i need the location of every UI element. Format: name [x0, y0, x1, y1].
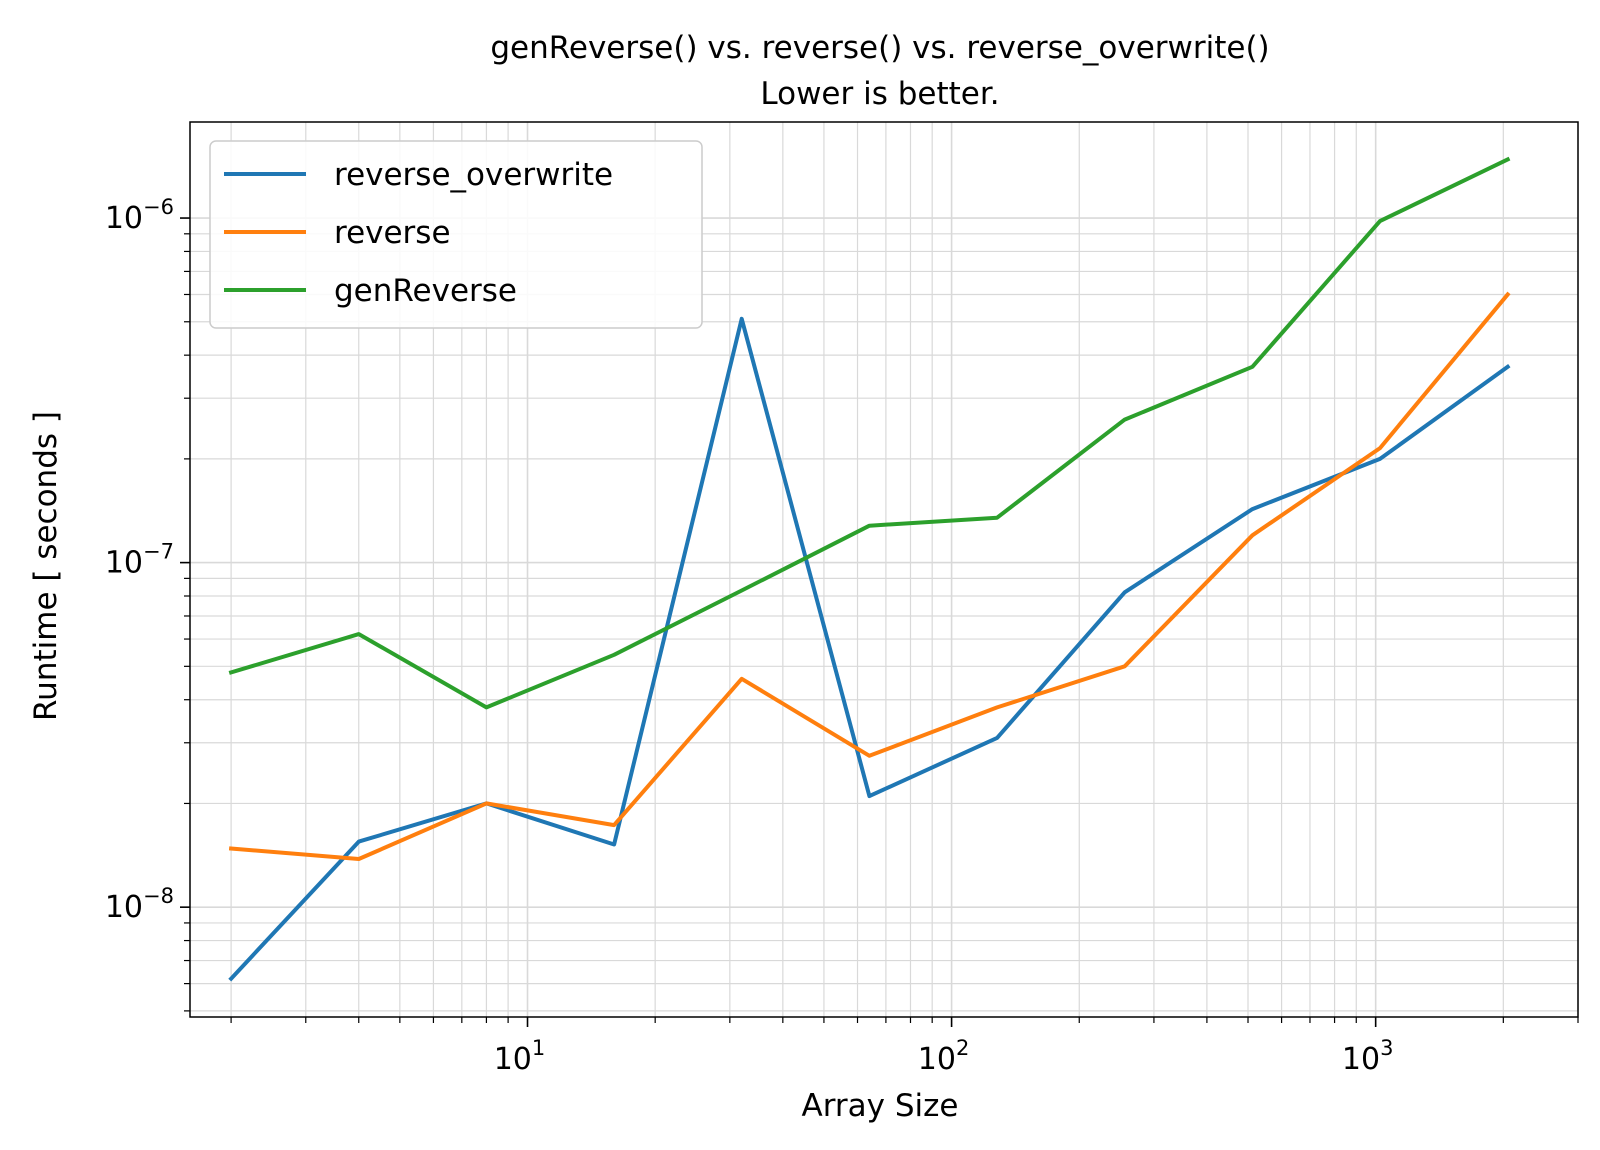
legend-label-genreverse: genReverse: [334, 273, 517, 309]
y-tick-label: 10−7: [105, 540, 174, 581]
x-tick-label: 103: [1342, 1036, 1394, 1077]
chart-title-line1: genReverse() vs. reverse() vs. reverse_o…: [490, 30, 1269, 66]
chart-title: genReverse() vs. reverse() vs. reverse_o…: [490, 30, 1269, 112]
y-axis-label: Runtime [ seconds ]: [28, 411, 64, 721]
axis-ticks: 101 102 103 10−8 10−7 10−6: [105, 195, 1579, 1077]
y-tick-label: 10−8: [105, 884, 174, 925]
series-line-reverse-overwrite: [228, 316, 1511, 982]
chart-title-line2: Lower is better.: [760, 76, 999, 112]
legend-box: [209, 140, 703, 329]
series-line-reverse: [228, 291, 1511, 861]
legend-label-reverse-overwrite: reverse_overwrite: [334, 157, 613, 193]
x-axis-label: Array Size: [802, 1088, 959, 1124]
x-tick-label: 102: [918, 1036, 970, 1077]
x-tick-label: 101: [494, 1036, 546, 1077]
legend: reverse_overwrite reverse genReverse: [209, 140, 703, 329]
y-tick-label: 10−6: [105, 195, 174, 236]
plot-frame: [189, 121, 1579, 1018]
series-lines: [228, 156, 1511, 982]
series-line-genreverse: [228, 156, 1511, 710]
legend-label-reverse: reverse: [334, 215, 451, 251]
